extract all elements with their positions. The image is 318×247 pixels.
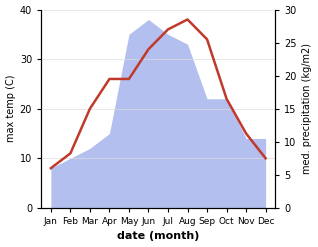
Y-axis label: med. precipitation (kg/m2): med. precipitation (kg/m2) [302,43,313,174]
Y-axis label: max temp (C): max temp (C) [5,75,16,143]
X-axis label: date (month): date (month) [117,231,199,242]
